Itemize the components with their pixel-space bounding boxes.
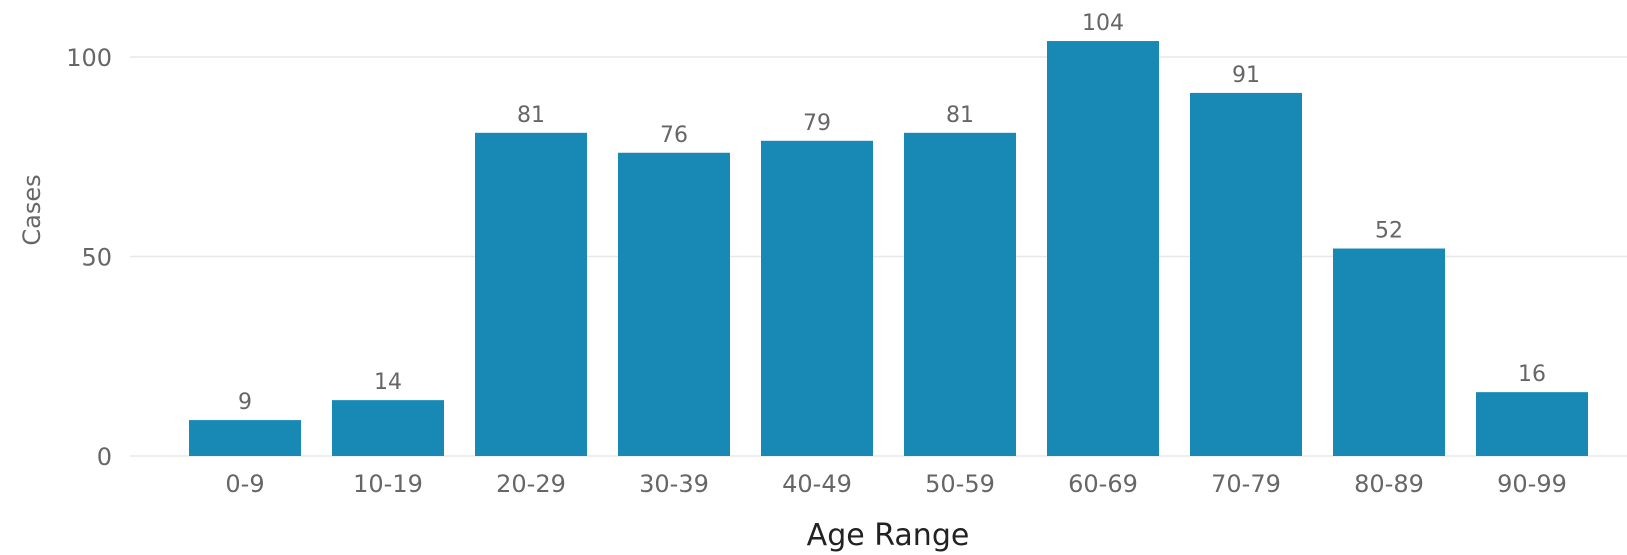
- x-axis-ticks: 0-9 10-19 20-29 30-39 40-49 50-59 60-69 70-79 80…: [225, 470, 1566, 498]
- data-label: 76: [660, 123, 688, 148]
- data-label: 9: [238, 390, 252, 415]
- bar: [332, 400, 444, 456]
- y-axis-title: Cases: [18, 174, 46, 245]
- data-label: 81: [517, 103, 545, 128]
- x-tick-label: 70-79: [1211, 470, 1281, 498]
- x-tick-label: 20-29: [496, 470, 566, 498]
- bar: [1333, 248, 1445, 456]
- data-label: 104: [1082, 11, 1124, 36]
- x-axis-title: Age Range: [807, 518, 970, 553]
- data-label: 52: [1375, 219, 1403, 244]
- bar: [1476, 392, 1588, 456]
- bar: [1190, 92, 1302, 456]
- bar: [1047, 41, 1159, 456]
- x-tick-label: 80-89: [1354, 470, 1424, 498]
- x-tick-label: 60-69: [1068, 470, 1138, 498]
- y-tick-label: 50: [81, 244, 112, 272]
- y-tick-label: 0: [97, 443, 112, 471]
- data-label: 16: [1518, 362, 1546, 387]
- data-label: 91: [1232, 63, 1260, 88]
- y-axis-ticks: 0 50 100: [66, 44, 112, 471]
- data-labels: 9 14 81 76 79 81 104 91 52 16: [238, 11, 1546, 415]
- data-label: 79: [803, 111, 831, 136]
- y-tick-label: 100: [66, 44, 112, 72]
- bar: [475, 132, 587, 456]
- bar: [761, 140, 873, 457]
- x-tick-label: 90-99: [1497, 470, 1567, 498]
- x-tick-label: 0-9: [225, 470, 264, 498]
- bars: [189, 41, 1588, 457]
- bar: [189, 420, 301, 456]
- bar: [904, 132, 1016, 456]
- x-tick-label: 40-49: [782, 470, 852, 498]
- data-label: 14: [374, 370, 402, 395]
- x-tick-label: 30-39: [639, 470, 709, 498]
- bar: [618, 152, 730, 456]
- x-tick-label: 50-59: [925, 470, 995, 498]
- x-tick-label: 10-19: [353, 470, 423, 498]
- data-label: 81: [946, 103, 974, 128]
